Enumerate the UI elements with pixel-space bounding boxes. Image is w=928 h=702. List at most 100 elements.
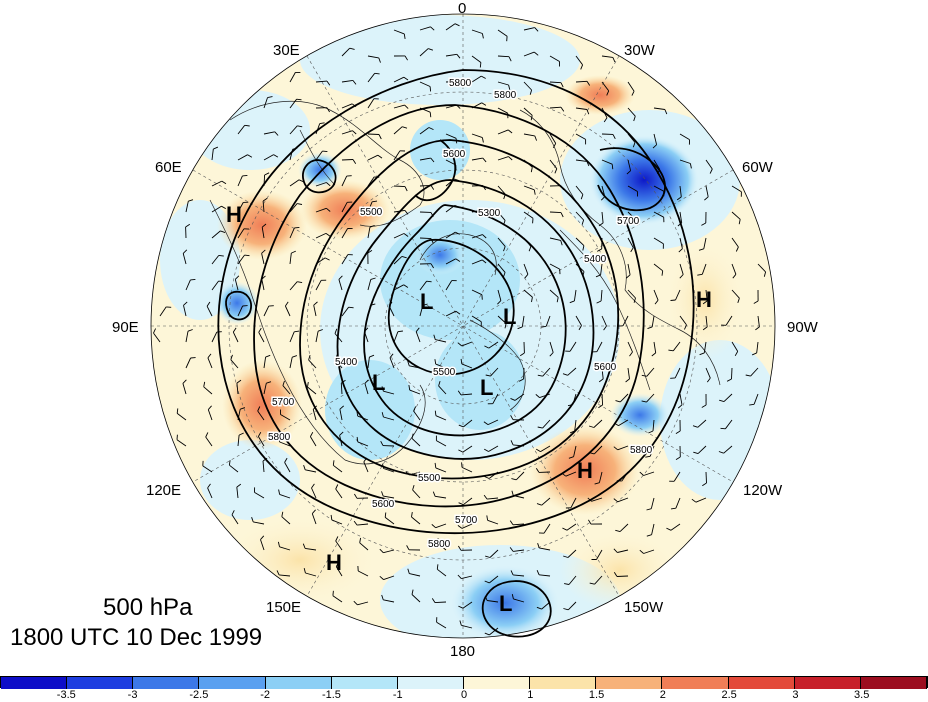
wind-barb-flag	[296, 98, 302, 101]
low-center: L	[503, 304, 516, 329]
wind-barb-flag	[535, 448, 541, 452]
wind-barb-flag	[535, 467, 540, 473]
wind-barb-flag	[749, 403, 755, 406]
wind-barb-flag	[648, 430, 654, 434]
wind-barb	[653, 185, 664, 192]
wind-barb	[409, 389, 421, 395]
wind-barb-flag	[706, 377, 711, 383]
wind-barb-flag	[481, 102, 487, 106]
wind-barb-flag	[549, 352, 554, 357]
wind-barb	[497, 185, 506, 195]
wind-barb	[435, 467, 447, 473]
wind-barb	[575, 133, 586, 140]
wind-barb	[282, 385, 291, 395]
wind-barb-flag	[277, 541, 280, 547]
wind-barb-flag	[560, 240, 563, 246]
wind-barb	[367, 154, 379, 161]
wind-barb-flag	[508, 56, 512, 62]
wind-barb	[627, 367, 630, 379]
wind-barb	[279, 441, 291, 447]
wind-barb-flag	[236, 379, 242, 384]
wind-barb-flag	[692, 425, 698, 428]
wind-barb-flag	[176, 408, 179, 414]
wind-barb	[674, 367, 681, 379]
wind-barb	[263, 305, 270, 317]
wind-barb-flag	[338, 275, 343, 280]
wind-barb	[383, 468, 395, 473]
wind-barb	[617, 497, 629, 503]
wind-barb-flag	[458, 605, 464, 609]
wind-barb	[159, 306, 167, 317]
wind-barb-flag	[652, 144, 657, 149]
pressure-centers: H H H H L L L L L	[226, 202, 712, 616]
wind-barb-flag	[598, 222, 604, 227]
contour-label: 5300	[478, 208, 501, 219]
wind-barb	[731, 185, 742, 193]
wind-barb-flag	[613, 548, 618, 553]
wind-barb-flag	[332, 460, 335, 466]
wind-barb-flag	[457, 342, 462, 347]
wind-barb	[185, 201, 189, 213]
wind-barb-flag	[626, 170, 631, 175]
wind-barb	[363, 461, 369, 473]
wind-barb	[315, 182, 327, 187]
wind-barb	[234, 279, 239, 291]
wind-barb-flag	[634, 219, 637, 225]
wind-barb-flag	[381, 386, 384, 392]
wind-barb	[600, 263, 603, 275]
wind-barb-flag	[313, 301, 318, 306]
wind-barb	[731, 367, 733, 380]
wind-barb-flag	[528, 246, 532, 252]
wind-barb	[341, 47, 351, 57]
wind-barb	[231, 514, 239, 525]
wind-barb-flag	[378, 134, 382, 140]
wind-barb	[367, 357, 370, 369]
wind-barb	[652, 419, 655, 432]
wind-barb	[756, 341, 759, 353]
polar-stereographic-map: 5800 5800 5600 5500 5300 5400 5400 5500 …	[150, 13, 776, 639]
wind-barb	[289, 98, 297, 109]
wind-barb-flag	[403, 284, 409, 288]
wind-barb	[471, 234, 483, 239]
wind-barb	[341, 228, 348, 239]
wind-barb	[393, 233, 405, 239]
wind-barb	[601, 81, 610, 92]
wind-barb	[262, 460, 265, 473]
wind-barb-flag	[483, 494, 488, 500]
colorbar-swatch	[530, 677, 597, 689]
wind-barb-flag	[679, 274, 684, 279]
wind-barb-flag	[603, 325, 607, 331]
wind-barb	[627, 289, 636, 299]
wind-barb	[627, 185, 638, 192]
colorbar-tick-label: 1.5	[588, 689, 605, 701]
wind-barb	[567, 549, 577, 558]
wind-barb-flag	[258, 327, 262, 333]
wind-barb-flag	[456, 81, 461, 86]
wind-barb-flag	[482, 234, 487, 239]
wind-barb-flag	[554, 168, 558, 174]
wind-barb	[513, 574, 525, 577]
wind-barb	[383, 549, 395, 554]
wind-barb-flag	[612, 57, 616, 63]
wind-barb-flag	[484, 632, 490, 636]
wind-barb-flag	[430, 185, 435, 190]
colorbar-swatch	[1, 677, 68, 689]
wind-barb-flag	[182, 379, 187, 384]
wind-barb	[549, 81, 562, 84]
wind-barb-flag	[582, 245, 585, 251]
wind-barb-flag	[455, 310, 461, 315]
lon-label-150w: 150W	[624, 599, 664, 616]
wind-barb-flag	[763, 271, 767, 277]
colorbar-swatch	[860, 677, 927, 689]
wind-barb	[435, 339, 447, 343]
wind-barb	[462, 601, 473, 609]
wind-barb-flag	[670, 507, 676, 510]
wind-barb	[697, 445, 707, 454]
wind-barb	[705, 471, 707, 484]
wind-barb	[211, 331, 218, 343]
wind-barb-flag	[319, 122, 325, 125]
wind-barb-flag	[397, 330, 403, 333]
wind-barb	[487, 497, 499, 500]
contour-label: 5500	[433, 367, 456, 378]
wind-barb-flag	[261, 223, 267, 228]
